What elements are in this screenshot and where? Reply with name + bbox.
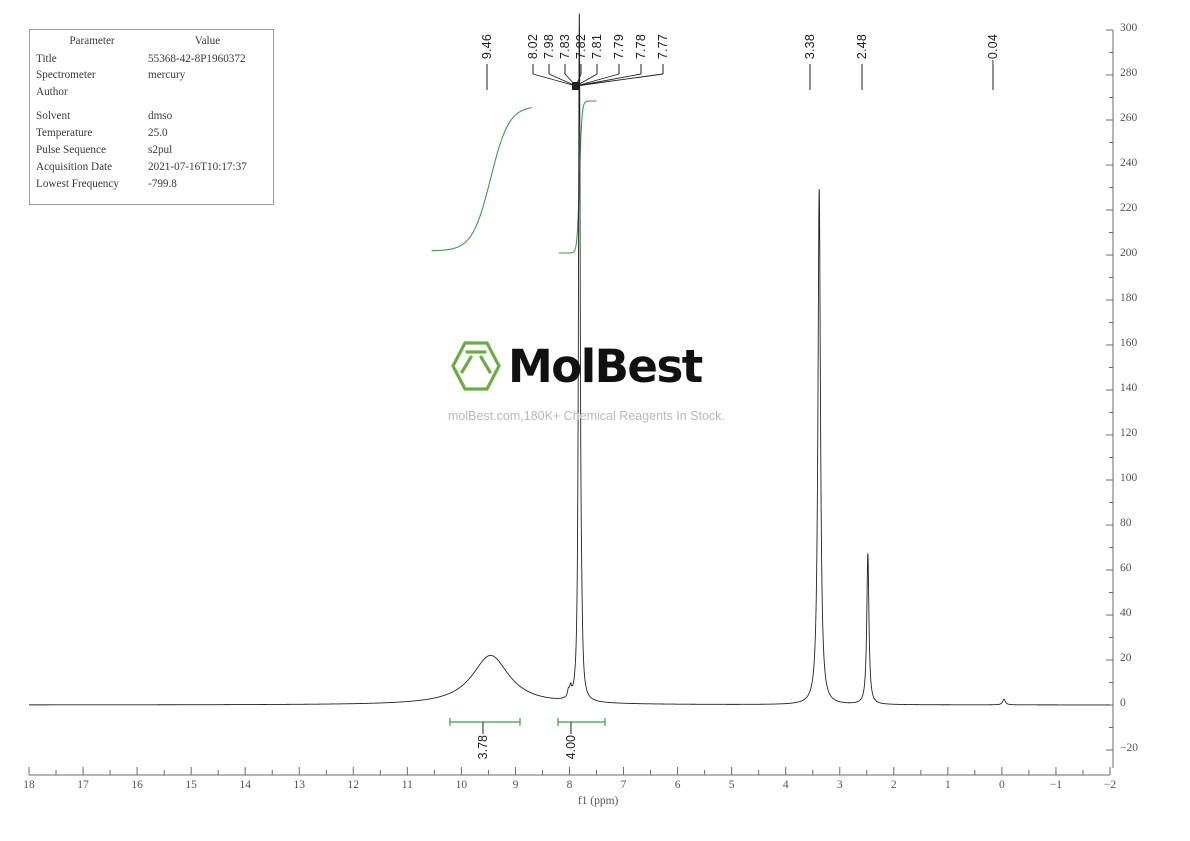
y-tick-label: 20: [1120, 652, 1132, 664]
parameter-value: Value: [194, 35, 221, 47]
y-tick-label: 240: [1120, 157, 1138, 169]
parameter-key: Acquisition Date: [36, 160, 113, 173]
integral-curves: [431, 100, 597, 254]
peak-leader-slant: [575, 73, 642, 87]
parameter-value: mercury: [148, 69, 186, 82]
parameter-value: -799.8: [148, 177, 177, 190]
parameter-row: Author: [36, 85, 267, 102]
parameter-row: Title 55368-42-8P1960372: [36, 52, 267, 69]
y-tick-label: −20: [1120, 742, 1138, 754]
peak-leader-slant: [532, 73, 577, 87]
peak-label: 7.82: [574, 34, 588, 60]
parameter-key: Title: [36, 52, 57, 65]
spectrum-trace: [28, 13, 1111, 706]
x-tick-label: 15: [185, 779, 197, 791]
peak-label: 7.83: [558, 34, 572, 60]
x-tick-label: 4: [782, 779, 789, 791]
x-tick-label: 7: [620, 779, 627, 791]
parameter-row: Acquisition Date 2021-07-16T10:17:37: [36, 160, 267, 177]
parameter-key: Author: [36, 86, 68, 99]
parameter-key: Parameter: [69, 35, 115, 47]
x-tick-label: 14: [239, 779, 251, 791]
y-tick-label: 260: [1120, 112, 1138, 124]
x-tick-label: −2: [1103, 779, 1117, 791]
y-tick-label: 300: [1120, 22, 1138, 34]
y-tick-label: 220: [1120, 202, 1138, 214]
y-tick-label: 60: [1120, 562, 1132, 574]
y-tick-label: 100: [1120, 472, 1138, 484]
y-tick-label: 40: [1120, 607, 1132, 619]
x-tick-label: 13: [293, 779, 306, 791]
parameter-row: Solvent dmso: [36, 109, 267, 126]
peak-leader-slant: [575, 73, 664, 87]
y-tick-label: 160: [1120, 337, 1138, 349]
x-tick-label: 12: [347, 779, 360, 791]
integral-value-label: 3.78: [476, 735, 490, 760]
x-tick-label: 18: [23, 779, 35, 791]
y-tick-label: 180: [1120, 292, 1138, 304]
x-tick-label: 3: [836, 779, 843, 791]
x-tick-label: 2: [890, 779, 897, 791]
parameter-key: Solvent: [36, 110, 71, 123]
parameter-row: Temperature 25.0: [36, 126, 267, 143]
multiplet-anchor: [572, 82, 580, 90]
peak-label: 7.77: [656, 34, 670, 60]
y-tick-label: 0: [1120, 697, 1126, 709]
parameter-value: 2021-07-16T10:17:37: [148, 160, 247, 173]
x-tick-label: 6: [674, 779, 681, 791]
peak-label: 7.81: [590, 34, 604, 60]
integral-brackets: [449, 718, 606, 734]
parameter-value: dmso: [148, 110, 173, 123]
parameter-row: Parameter Value: [36, 34, 267, 52]
peak-label: −0.04: [986, 34, 1000, 67]
x-tick-label: 10: [455, 779, 468, 791]
x-tick-label: 16: [131, 779, 143, 791]
peak-label: 7.79: [612, 34, 626, 60]
peak-leader-lines: [486, 64, 994, 90]
x-tick-label: 11: [401, 779, 413, 791]
y-tick-label: 280: [1120, 67, 1138, 79]
peak-label: 7.98: [542, 34, 556, 60]
integral-value-label: 4.00: [564, 735, 578, 760]
peak-label: 3.38: [803, 34, 817, 60]
parameter-key: Pulse Sequence: [36, 143, 106, 156]
peak-label: 8.02: [526, 34, 540, 60]
parameter-value: 55368-42-8P1960372: [148, 52, 246, 65]
y-tick-label: 80: [1120, 517, 1132, 529]
y-tick-label: 140: [1120, 382, 1138, 394]
integral-curve-2: [558, 100, 597, 254]
axes-group: [28, 29, 1114, 776]
x-tick-label: 9: [512, 779, 519, 791]
x-tick-label: 0: [999, 779, 1005, 791]
parameter-table-grid: Parameter Value Title 55368-42-8P1960372 Spe…: [36, 34, 267, 193]
peak-leader-slant: [575, 73, 620, 87]
peak-leader-slant: [548, 73, 577, 87]
integral-curve-1: [431, 107, 532, 252]
parameter-row: Lowest Frequency -799.8: [36, 177, 267, 194]
x-tick-label: 1: [944, 779, 951, 791]
peak-label: 7.78: [634, 34, 648, 60]
peak-label: 9.46: [480, 34, 494, 60]
parameter-key: Temperature: [36, 127, 93, 139]
parameter-row: Pulse Sequence s2pul: [36, 143, 267, 160]
y-tick-label: 120: [1120, 427, 1138, 439]
spectrum-trace-line: [28, 13, 1111, 706]
x-tick-label: 8: [566, 779, 573, 791]
parameter-value: 25.0: [148, 127, 168, 139]
parameter-key: Lowest Frequency: [36, 177, 119, 190]
parameter-row: Spectrometer mercury: [36, 68, 267, 85]
peak-label: 2.48: [855, 34, 869, 60]
x-axis-title: f1 (ppm): [577, 795, 619, 807]
parameter-value: s2pul: [148, 143, 173, 156]
x-tick-label: −1: [1049, 779, 1063, 791]
parameter-key: Spectrometer: [36, 69, 96, 82]
y-tick-label: 200: [1120, 247, 1138, 259]
x-tick-label: 17: [77, 779, 89, 791]
parameter-table: Parameter Value Title 55368-42-8P1960372 Spe…: [29, 29, 274, 205]
x-tick-label: 5: [728, 779, 735, 791]
